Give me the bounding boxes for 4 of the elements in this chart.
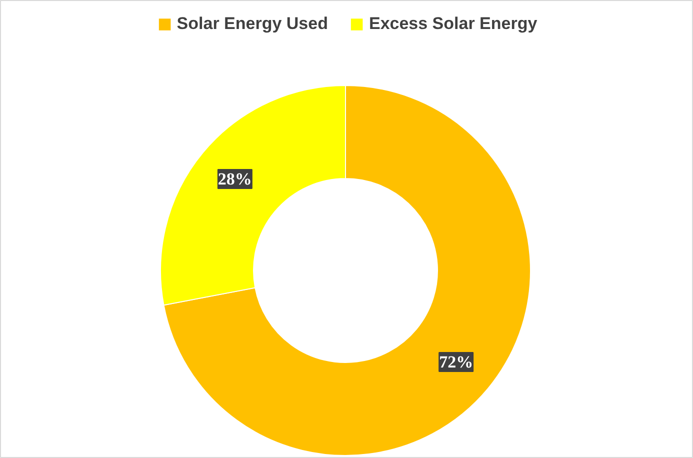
- data-label: 72%: [439, 352, 474, 372]
- legend-label: Solar Energy Used: [176, 14, 328, 34]
- data-label: 28%: [218, 170, 252, 189]
- legend-label: Excess Solar Energy: [368, 14, 538, 34]
